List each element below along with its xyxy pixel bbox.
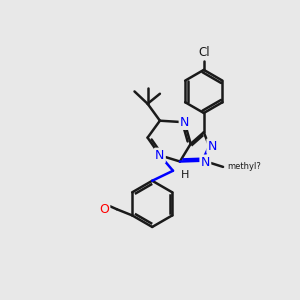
Text: N: N <box>208 140 217 153</box>
Text: N: N <box>180 116 189 129</box>
Text: O: O <box>99 203 109 216</box>
Text: Cl: Cl <box>198 46 210 59</box>
Text: methyl?: methyl? <box>227 162 261 171</box>
Text: H: H <box>181 169 189 180</box>
Text: N: N <box>155 149 165 162</box>
Text: N: N <box>201 156 210 169</box>
